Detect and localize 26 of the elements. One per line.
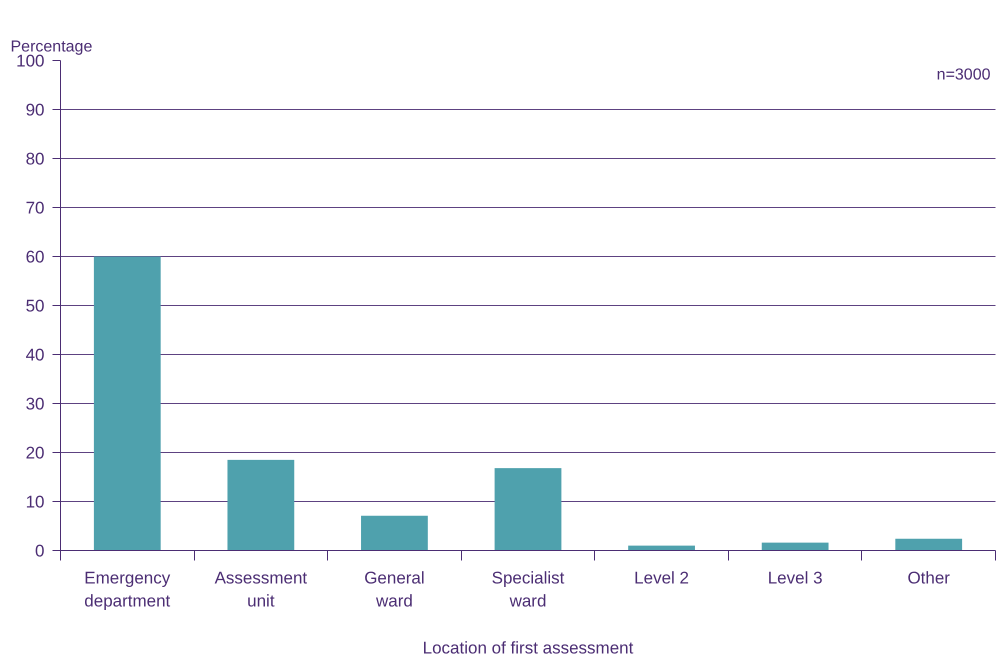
bar — [227, 460, 294, 550]
x-tick-label: Emergency department — [84, 568, 171, 610]
y-tick-label: 90 — [26, 100, 45, 120]
x-tick-label: Other — [907, 568, 950, 588]
y-tick-label: 70 — [26, 198, 45, 218]
x-tick-label: General ward — [364, 568, 425, 610]
annotation: n=3000 — [936, 66, 991, 84]
y-tick-label: 80 — [26, 150, 45, 168]
bar — [895, 538, 962, 550]
x-tick-label: Specialist ward — [492, 568, 565, 610]
bar — [361, 516, 428, 550]
x-tick-label: Assessment unit — [214, 568, 308, 610]
x-tick-label: Level 3 — [768, 568, 823, 588]
bar — [94, 256, 161, 550]
y-tick-label: 10 — [26, 492, 45, 512]
y-tick-label: 60 — [26, 248, 45, 266]
x-tick-label: Level 2 — [634, 568, 689, 588]
y-tick-label: 30 — [26, 394, 45, 414]
y-tick-label: 20 — [26, 444, 45, 462]
y-tick-label: 50 — [26, 296, 45, 316]
y-tick-label: 0 — [35, 542, 45, 560]
bar — [628, 546, 695, 550]
x-axis-title: Location of first assessment — [422, 638, 634, 658]
bar — [762, 542, 829, 550]
bar — [494, 468, 562, 550]
y-tick-label: 40 — [26, 346, 45, 364]
